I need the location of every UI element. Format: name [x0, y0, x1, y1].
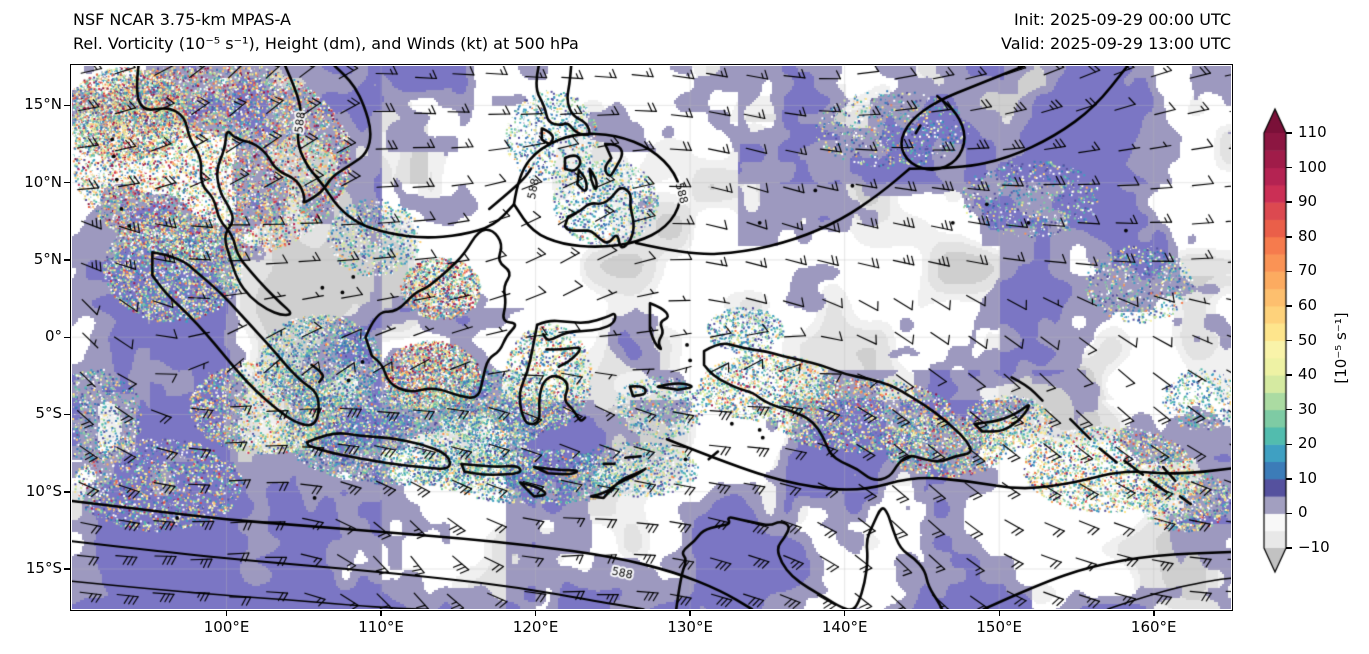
x-axis-tick [1153, 610, 1155, 616]
init-time-label: Init: 2025-09-29 00:00 UTC [1013, 10, 1231, 29]
valid-time-label: Valid: 2025-09-29 13:00 UTC [1000, 34, 1231, 53]
colorbar-tick-label: 0 [1298, 503, 1308, 522]
colorbar-tick [1286, 478, 1292, 480]
y-axis-tick [64, 491, 70, 493]
x-axis-tick [225, 610, 228, 616]
y-axis-tick-label: 0° [44, 327, 62, 346]
colorbar-tick-label: 30 [1298, 399, 1318, 418]
colorbar-tick [1286, 374, 1292, 376]
colorbar [1261, 103, 1293, 581]
colorbar-tick [1286, 201, 1292, 203]
colorbar-tick [1286, 132, 1292, 134]
figure-title: NSF NCAR 3.75-km MPAS-A [73, 10, 291, 29]
colorbar-tick-label: 70 [1298, 261, 1318, 280]
x-axis-tick [843, 610, 846, 616]
x-axis-tick [689, 610, 691, 616]
x-axis-tick-label: 150°E [976, 618, 1022, 636]
colorbar-tick-label: 80 [1298, 226, 1318, 245]
colorbar-tick [1286, 547, 1292, 549]
x-axis-tick-label: 140°E [821, 618, 868, 636]
colorbar-tick [1286, 270, 1292, 273]
colorbar-tick-label: −10 [1298, 538, 1330, 556]
x-axis-tick [380, 610, 382, 616]
colorbar-tick [1286, 236, 1292, 238]
colorbar-tick-label: 110 [1298, 123, 1327, 141]
colorbar-tick [1286, 339, 1292, 342]
colorbar-tick-label: 100 [1298, 157, 1327, 176]
x-axis-tick-label: 160°E [1130, 618, 1177, 636]
x-axis-tick-label: 120°E [512, 618, 559, 636]
colorbar-tick-label: 20 [1298, 434, 1318, 453]
y-axis-tick-label: 10°S [25, 481, 62, 500]
colorbar-tick [1286, 443, 1292, 446]
y-axis-tick-label: 5°N [33, 249, 62, 268]
x-axis-tick-label: 110°E [358, 618, 404, 636]
y-axis-tick [64, 104, 70, 107]
figure-subtitle: Rel. Vorticity (10⁻⁵ s⁻¹), Height (dm), … [73, 34, 579, 53]
x-axis-tick [998, 610, 1000, 616]
y-axis-tick-label: 15°N [24, 95, 62, 114]
y-axis-tick [64, 181, 70, 184]
x-axis-tick-label: 100°E [203, 618, 250, 636]
map-canvas [72, 66, 1231, 609]
colorbar-tick [1286, 305, 1292, 307]
x-axis-tick-label: 130°E [667, 618, 713, 636]
y-axis-tick-label: 10°N [24, 172, 62, 191]
y-axis-tick [64, 259, 70, 261]
colorbar-tick-label: 50 [1298, 330, 1318, 349]
colorbar-tick-label: 40 [1298, 365, 1318, 384]
colorbar-tick [1286, 408, 1292, 411]
x-axis-tick [534, 610, 537, 616]
colorbar-tick-label: 90 [1298, 192, 1318, 211]
colorbar-tick-label: 10 [1298, 468, 1318, 487]
colorbar-tick-label: 60 [1298, 295, 1318, 314]
y-axis-tick-label: 5°S [35, 404, 62, 423]
y-axis-tick [64, 413, 70, 416]
y-axis-tick-label: 15°S [25, 559, 62, 577]
colorbar-unit-label: [10⁻⁵ s⁻¹] [1332, 312, 1350, 384]
colorbar-tick [1286, 512, 1292, 515]
y-axis-tick [64, 568, 70, 570]
y-axis-tick [64, 336, 70, 338]
colorbar-tick [1286, 166, 1292, 169]
